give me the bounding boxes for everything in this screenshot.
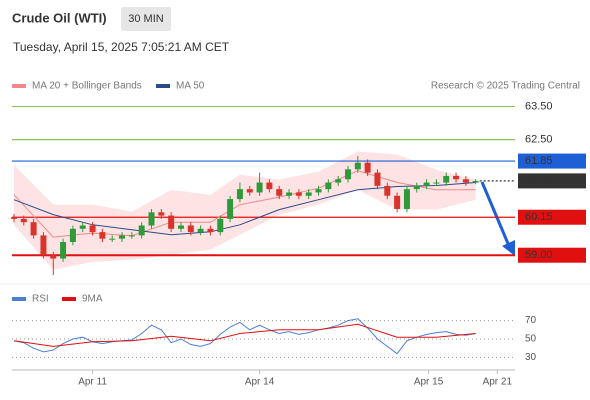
candle-body	[40, 235, 47, 256]
candle-body	[433, 182, 440, 184]
candle-body	[276, 189, 283, 196]
candle-body	[403, 189, 410, 209]
legend-swatch	[62, 297, 76, 301]
legend-swatch	[12, 297, 26, 301]
candle-body	[413, 185, 420, 190]
candle-body	[472, 180, 479, 183]
candle-body	[138, 225, 145, 236]
legend-label: MA 20 + Bollinger Bands	[32, 81, 142, 92]
legend-swatch	[12, 84, 26, 88]
candle-body	[217, 218, 224, 233]
candle-body	[227, 199, 234, 219]
candle-body	[295, 192, 302, 196]
legend-label: MA 50	[176, 81, 205, 92]
candle-body	[462, 179, 469, 183]
candle-body	[10, 217, 17, 219]
level-label-box	[518, 209, 586, 225]
forecast-arrow-head	[502, 240, 515, 256]
candle-body	[344, 169, 351, 180]
level-label-box	[518, 247, 586, 263]
indicator-line	[13, 318, 476, 355]
candle-body	[384, 185, 391, 196]
interval-badge	[121, 7, 171, 31]
candle-body	[364, 162, 371, 173]
candle-body	[305, 192, 312, 196]
legend-swatch	[156, 84, 170, 88]
candle-body	[158, 212, 165, 216]
candle-body	[50, 255, 57, 259]
level-label: 60.15	[525, 211, 553, 223]
x-tick-label: Apr 21	[483, 377, 513, 388]
candle-body	[374, 172, 381, 186]
legend-label: RSI	[32, 294, 49, 305]
level-label: 62.50	[525, 134, 553, 146]
candle-body	[99, 232, 106, 239]
candle-body	[197, 228, 204, 233]
candle-body	[354, 162, 361, 170]
x-tick-label: Apr 11	[78, 377, 107, 388]
level-label: 61.85	[525, 155, 553, 167]
candle-body	[443, 175, 450, 183]
candle-body	[177, 225, 184, 229]
instrument-title: Crude Oil (WTI)	[12, 10, 107, 25]
level-label: 63.50	[525, 100, 553, 112]
x-tick-label: Apr 14	[245, 377, 275, 388]
candle-body	[187, 225, 194, 233]
indicator-line	[13, 323, 476, 347]
candle-body	[256, 182, 263, 193]
y-tick-label: 50	[525, 334, 537, 345]
candle-body	[335, 179, 342, 183]
candle-body	[325, 182, 332, 190]
candle-body	[109, 238, 116, 240]
candle-body	[286, 192, 293, 196]
candle-body	[394, 195, 401, 209]
candle-body	[148, 212, 155, 226]
candle-body	[69, 228, 76, 243]
legend-label: 9MA	[82, 294, 103, 305]
candle-body	[207, 228, 214, 233]
candle-body	[79, 225, 86, 229]
x-tick-label: Apr 15	[414, 377, 444, 388]
candle-body	[60, 242, 67, 259]
timestamp: Tuesday, April 15, 2025 7:05:21 AM CET	[13, 40, 230, 54]
level-label: 61.25	[525, 175, 553, 187]
candle-body	[20, 218, 27, 223]
bollinger-band	[13, 151, 476, 270]
level-label-box	[518, 153, 586, 169]
y-tick-label: 30	[525, 352, 537, 363]
candle-body	[266, 182, 273, 190]
candle-body	[315, 189, 322, 193]
interval: 30 MIN	[128, 13, 164, 25]
y-tick-label: 70	[525, 315, 537, 326]
forecast-arrow	[480, 181, 511, 247]
candle-body	[128, 235, 135, 237]
candle-body	[119, 235, 126, 239]
candle-body	[236, 189, 243, 200]
candle-body	[168, 215, 175, 229]
candle-body	[423, 182, 430, 186]
candle-body	[453, 175, 460, 180]
candle-body	[246, 189, 253, 193]
level-label-box	[518, 173, 586, 189]
candle-body	[30, 222, 37, 236]
level-label: 59.00	[525, 249, 553, 261]
candle-body	[89, 225, 96, 233]
credit: Research © 2025 Trading Central	[431, 81, 580, 92]
